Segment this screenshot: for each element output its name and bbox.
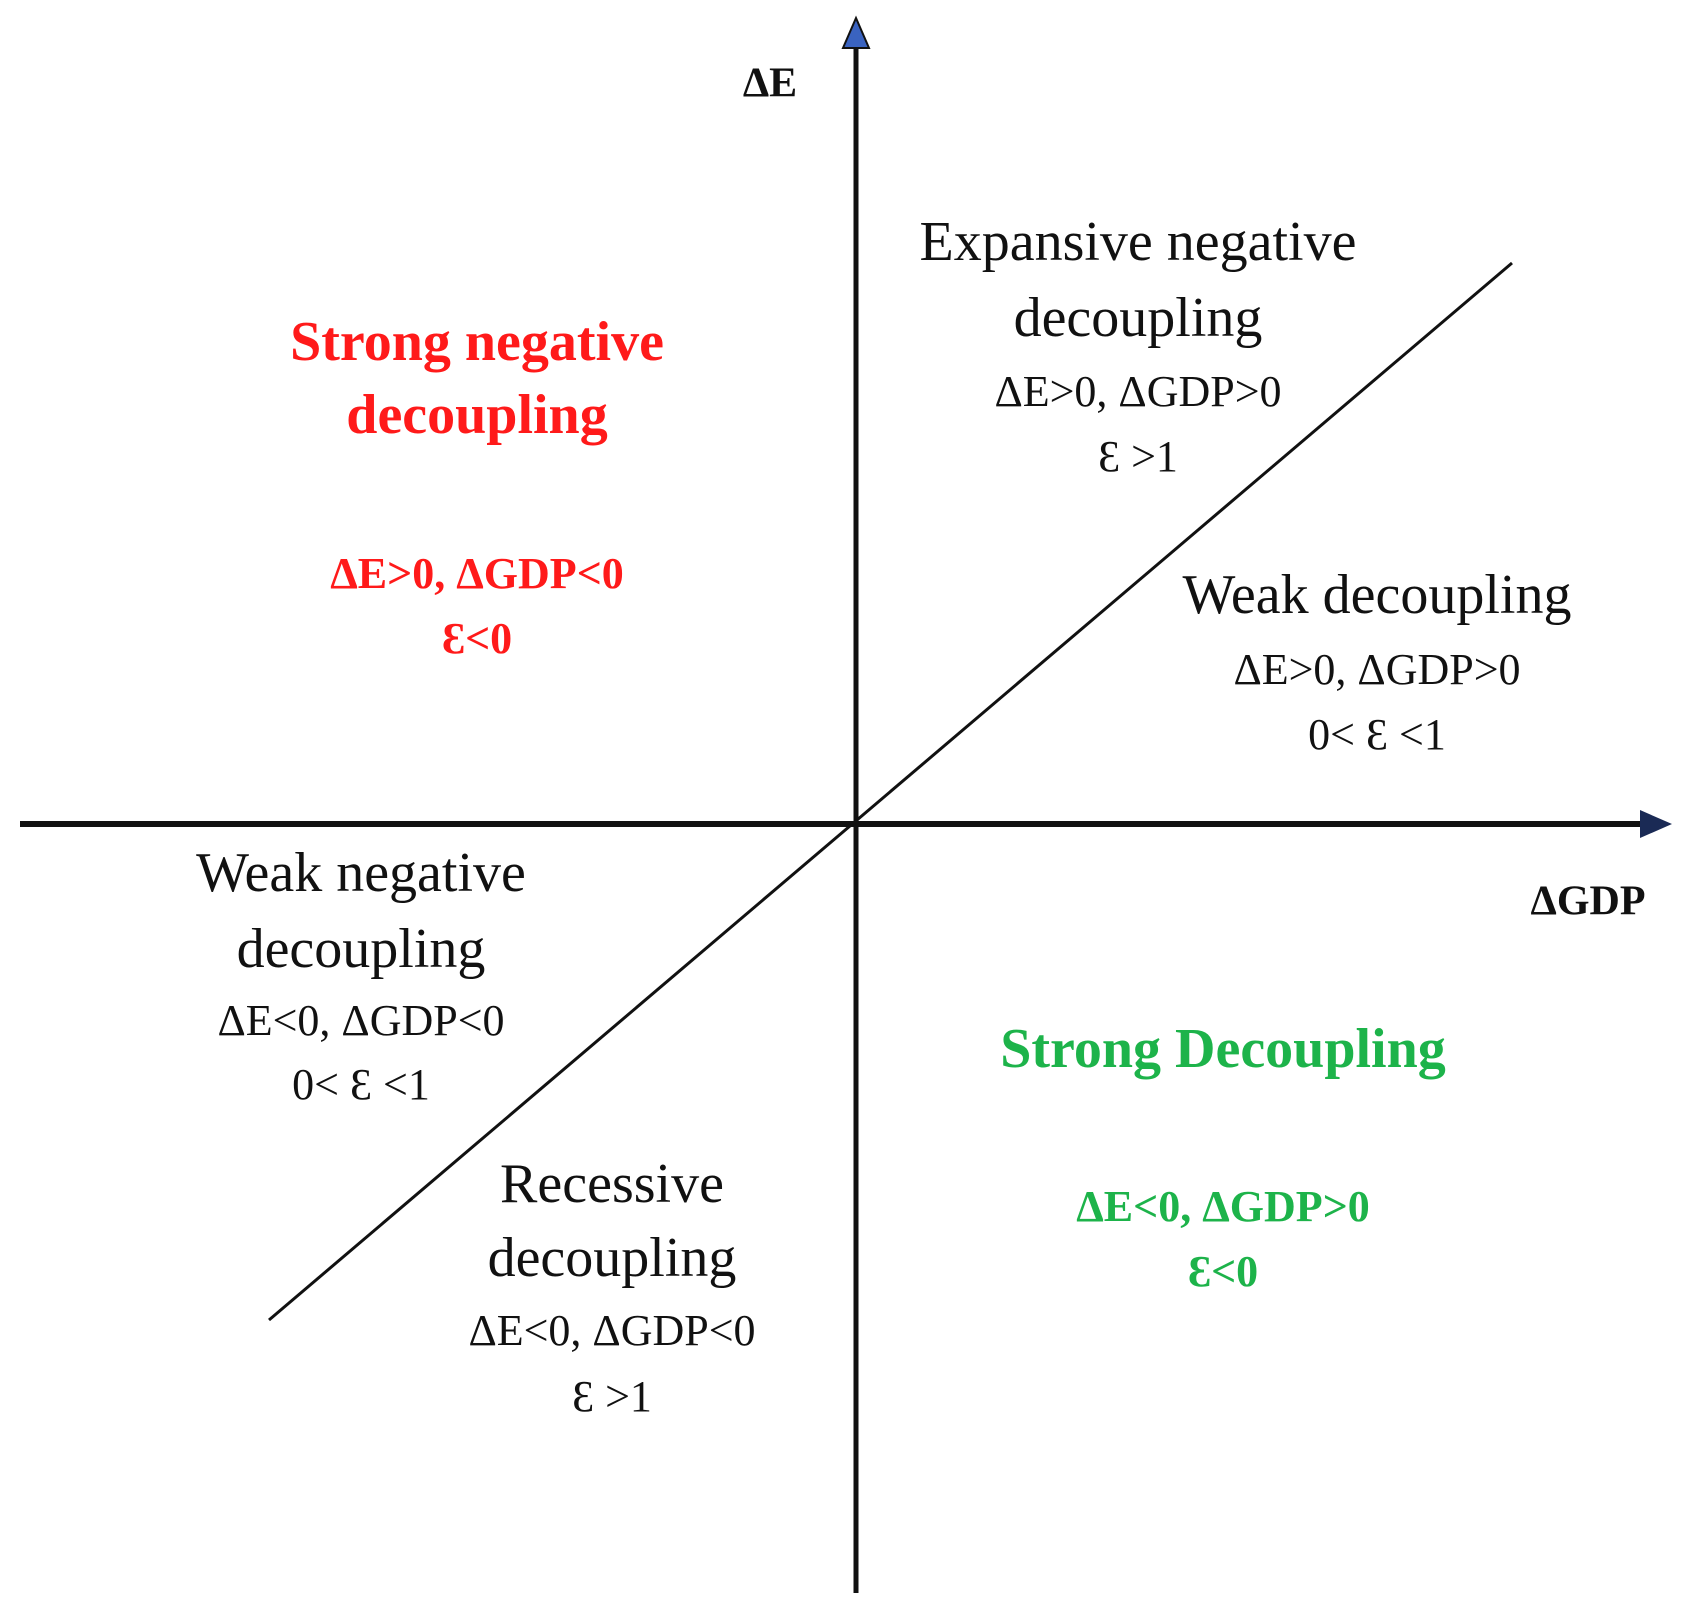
- region-condition: ΔE<0, ΔGDP<0: [468, 1306, 755, 1355]
- region-title: Strong Decoupling: [1000, 1018, 1445, 1080]
- region-condition: ΔE>0, ΔGDP>0: [994, 367, 1281, 416]
- region-title: Strong negative: [290, 311, 664, 373]
- region-title: decoupling: [488, 1227, 737, 1289]
- y-arrow: [841, 15, 871, 49]
- region-condition: ΔE>0, ΔGDP>0: [1233, 645, 1520, 694]
- region-condition: 0< Ɛ <1: [292, 1060, 430, 1109]
- region-title: decoupling: [346, 384, 607, 446]
- region-condition: Ɛ<0: [442, 614, 512, 663]
- region-title: Weak negative: [196, 842, 526, 904]
- region-title: Expansive negative: [920, 211, 1357, 273]
- y-axis-label: ΔE: [743, 61, 797, 107]
- x-axis-label: ΔGDP: [1531, 879, 1646, 925]
- region-condition: 0< Ɛ <1: [1308, 710, 1446, 759]
- region-title: decoupling: [1014, 287, 1263, 349]
- elasticity-line: [268, 261, 1513, 1322]
- region-condition: ΔE>0, ΔGDP<0: [330, 549, 624, 598]
- region-title: decoupling: [237, 918, 486, 980]
- region-title: Recessive: [500, 1153, 724, 1215]
- region-condition: ΔE<0, ΔGDP<0: [217, 996, 504, 1045]
- region-condition: Ɛ<0: [1188, 1247, 1258, 1296]
- region-title: Weak decoupling: [1183, 564, 1572, 626]
- x-arrow: [1640, 810, 1672, 838]
- region-condition: ΔE<0, ΔGDP>0: [1076, 1182, 1370, 1231]
- region-condition: Ɛ >1: [572, 1372, 652, 1421]
- region-condition: Ɛ >1: [1098, 432, 1178, 481]
